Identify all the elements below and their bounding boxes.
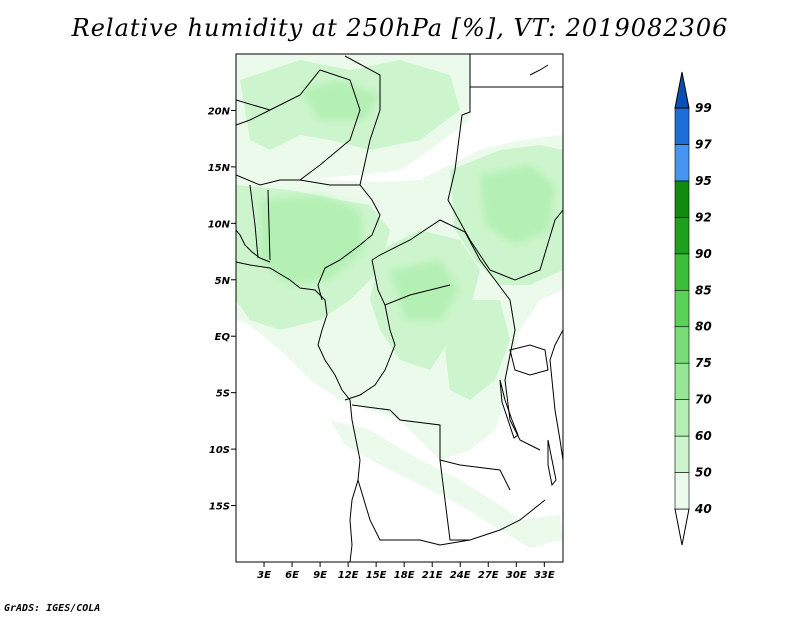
colorbar-below-triangle (674, 508, 690, 546)
colorbar-segment (674, 217, 690, 255)
border-car (371, 219, 496, 281)
humidity-field (236, 54, 563, 562)
lon-tick-label: 12E (338, 570, 359, 581)
colorbar-level-label: 90 (695, 247, 712, 261)
colorbar-level-label: 99 (695, 101, 712, 115)
country-borders (236, 54, 563, 562)
lake-malawi (547, 439, 557, 487)
colorbar-level-label: 97 (695, 137, 712, 151)
colorbar-level-label: 95 (695, 174, 712, 188)
map-frame (235, 53, 564, 563)
colorbar-level-label: 50 (695, 466, 712, 480)
border-angola-south (357, 479, 471, 546)
colorbar-segment (674, 326, 690, 364)
coastline-west (236, 261, 361, 562)
border-angola (351, 404, 511, 491)
red-sea-coast (529, 64, 549, 76)
colorbar-segment (674, 107, 690, 145)
lon-tick-label: 33E (534, 570, 555, 581)
colorbar-level-label: 80 (695, 320, 712, 334)
colorbar-segment (674, 435, 690, 473)
map-title: Relative humidity at 250hPa [%], VT: 201… (71, 14, 729, 42)
lon-tick-label: 15E (366, 570, 387, 581)
lat-tick-label: 10N (208, 219, 231, 230)
border-car-south (371, 259, 451, 306)
longitude-axis: 3E 6E 9E 12E 15E 18E 21E 24E 27E 30E 33E (257, 562, 555, 581)
grads-credit: GrADS: IGES/COLA (4, 603, 101, 614)
coastline-guinea (236, 229, 271, 263)
lat-tick-label: 20N (208, 106, 231, 117)
lon-tick-label: 27E (478, 570, 499, 581)
humidity-area-lakes (445, 300, 510, 400)
lat-tick-label: 10S (209, 445, 230, 456)
colorbar-segment (674, 472, 690, 510)
colorbar-level-label: 40 (694, 502, 712, 516)
lat-tick-label: 5N (215, 276, 231, 287)
lon-tick-label: 3E (257, 570, 271, 581)
colorbar-segment (674, 399, 690, 437)
colorbar-segment (674, 362, 690, 400)
lat-tick-label: EQ (215, 332, 231, 343)
colorbar-segment (674, 180, 690, 218)
latitude-axis: 20N 15N 10N 5N EQ 5S 10S 15S (208, 106, 236, 513)
colorbar-level-label: 85 (695, 283, 712, 297)
lake-tanganyika (499, 379, 519, 439)
colorbar-level-label: 75 (695, 356, 712, 370)
lat-tick-label: 15S (209, 502, 230, 513)
border-sudan (447, 199, 563, 281)
border-chad (344, 55, 381, 186)
lon-tick-label: 21E (422, 570, 443, 581)
colorbar-above-triangle (674, 71, 690, 109)
colorbar-level-label: 70 (695, 393, 712, 407)
border-benin (267, 189, 271, 261)
colorbar-level-label: 92 (695, 210, 712, 224)
colorbar-segment (674, 289, 690, 328)
border-libya-egypt (447, 54, 471, 201)
border-mali (236, 99, 271, 111)
border-drc-east (494, 279, 541, 451)
lon-tick-label: 30E (506, 570, 527, 581)
lat-tick-label: 15N (208, 163, 231, 174)
lon-tick-label: 24E (450, 570, 471, 581)
lon-tick-label: 18E (394, 570, 415, 581)
lat-tick-label: 5S (216, 389, 230, 400)
lake-victoria (509, 344, 549, 376)
lon-tick-label: 9E (313, 570, 327, 581)
humidity-band-south (330, 420, 545, 548)
humidity-patch-east (520, 515, 563, 545)
border-ghana (249, 184, 259, 259)
colorbar-segment (674, 253, 690, 291)
colorbar-segment (674, 144, 690, 182)
lon-tick-label: 6E (285, 570, 299, 581)
colorbar-level-label: 60 (695, 429, 712, 443)
east-coast (549, 329, 563, 461)
colorbar: 40 50 60 70 75 80 85 90 92 95 97 99 (674, 71, 712, 546)
border-congo-drc (344, 304, 396, 401)
border-nigeria-cameroon (299, 179, 381, 301)
border-zambia (439, 459, 546, 541)
